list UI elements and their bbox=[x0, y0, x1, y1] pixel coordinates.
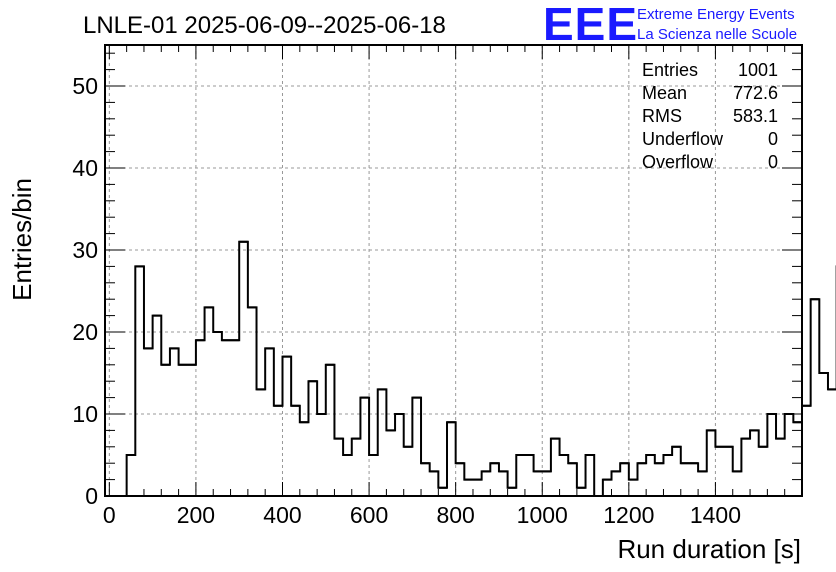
plot-frame bbox=[104, 44, 803, 497]
y-tick-label: 20 bbox=[72, 319, 98, 345]
y-tick-label: 40 bbox=[72, 155, 98, 181]
stats-label: Entries bbox=[642, 60, 698, 80]
x-axis-label: Run duration [s] bbox=[617, 534, 801, 564]
eee-logo: EEE Extreme Energy Events La Scienza nel… bbox=[543, 0, 797, 50]
y-tick-label: 50 bbox=[72, 73, 98, 99]
stats-value: 0 bbox=[768, 129, 778, 149]
x-tick-label: 200 bbox=[177, 502, 215, 528]
y-tick-label: 30 bbox=[72, 237, 98, 263]
stats-value: 583.1 bbox=[733, 106, 778, 126]
tick-layer bbox=[105, 45, 802, 497]
x-tick-label: 800 bbox=[436, 502, 474, 528]
x-tick-label: 600 bbox=[350, 502, 388, 528]
x-tick-label: 400 bbox=[263, 502, 301, 528]
stats-label: Underflow bbox=[642, 129, 724, 149]
logo-eee: EEE bbox=[543, 0, 638, 50]
chart-title: LNLE-01 2025-06-09--2025-06-18 bbox=[83, 12, 446, 39]
x-tick-label: 1200 bbox=[603, 502, 654, 528]
x-tick-label: 1400 bbox=[690, 502, 741, 528]
logo-line-2: La Scienza nelle Scuole bbox=[637, 26, 797, 43]
stats-label: Mean bbox=[642, 83, 687, 103]
stats-value: 0 bbox=[768, 152, 778, 172]
stats-label: Overflow bbox=[642, 152, 714, 172]
stats-box: Entries 1001 Mean 772.6 RMS 583.1 Underflow 0 Ov… bbox=[642, 60, 778, 172]
y-axis-label: Entries/bin bbox=[7, 178, 37, 301]
tick-label-layer: 0 200 400 600 800 1000 1200 1400 0 10 20 30 40 50 bbox=[72, 73, 741, 528]
x-tick-label: 0 bbox=[103, 502, 116, 528]
x-tick-label: 1000 bbox=[517, 502, 568, 528]
stats-value: 1001 bbox=[738, 60, 778, 80]
stats-value: 772.6 bbox=[733, 83, 778, 103]
histogram-layer bbox=[125, 240, 836, 497]
logo-line-1: Extreme Energy Events bbox=[637, 6, 795, 23]
y-tick-label: 0 bbox=[85, 483, 98, 509]
histogram-outline bbox=[125, 240, 836, 497]
grid-layer bbox=[105, 45, 802, 497]
y-tick-label: 10 bbox=[72, 401, 98, 427]
stats-label: RMS bbox=[642, 106, 682, 126]
